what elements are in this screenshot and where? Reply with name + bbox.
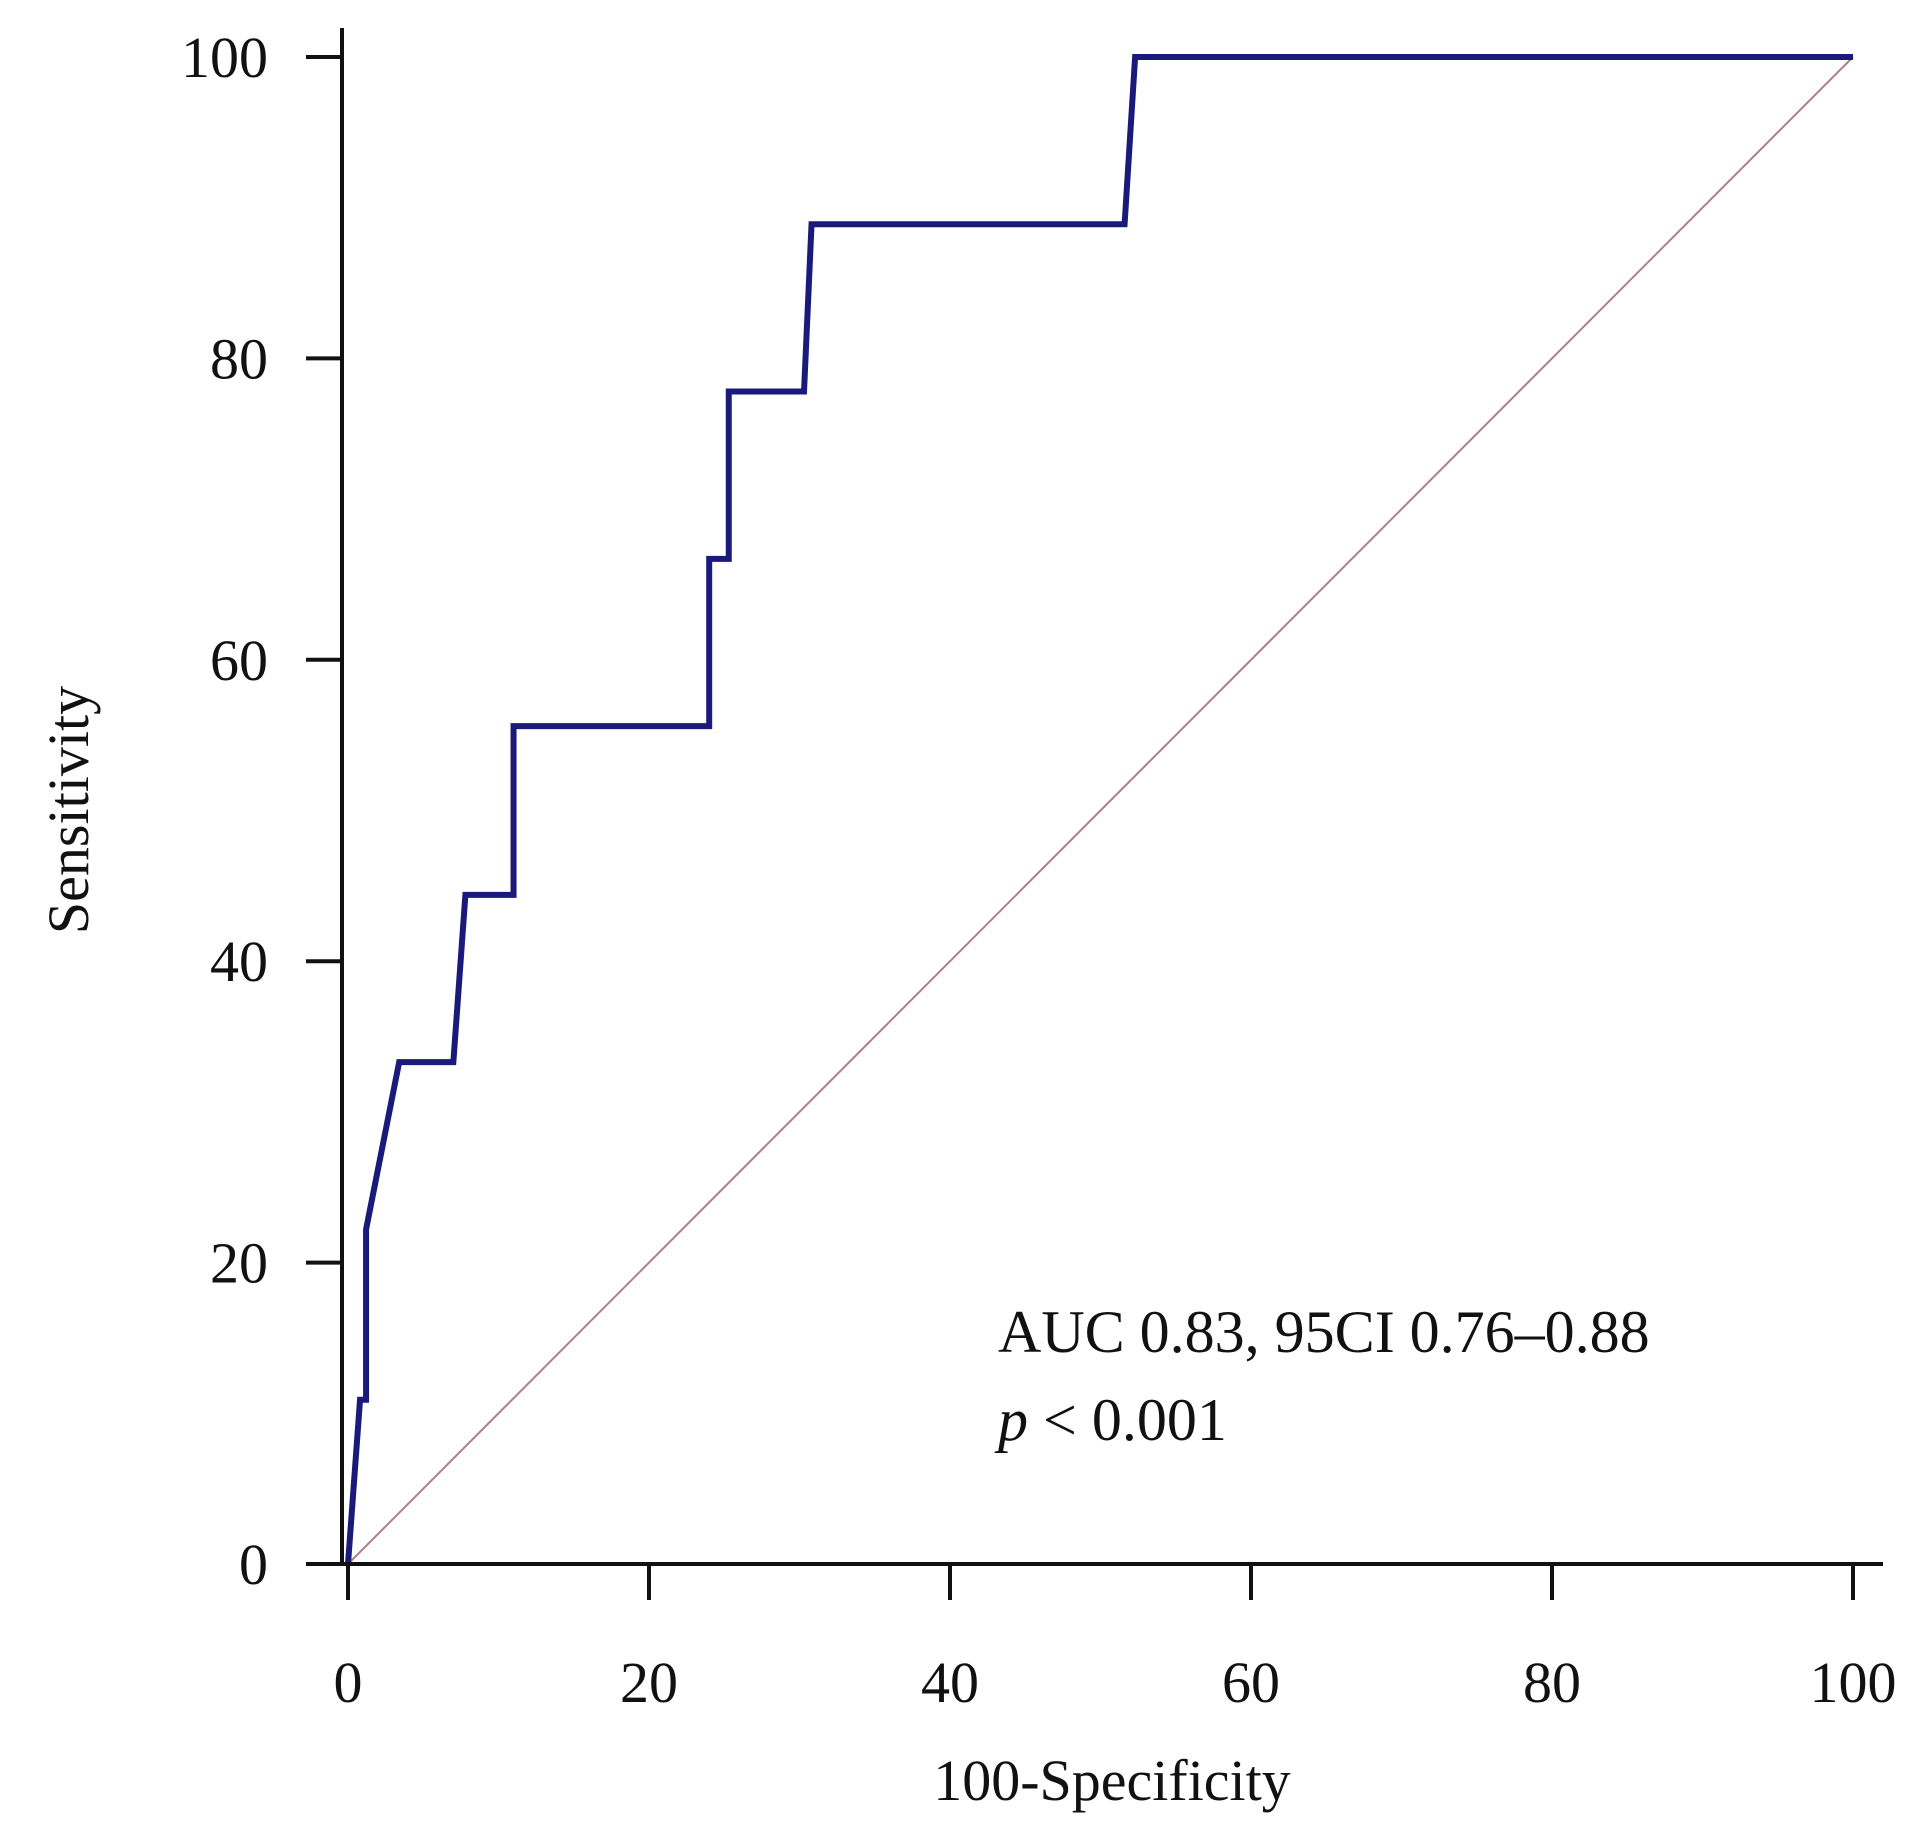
x-tick-label: 100 (1810, 1650, 1897, 1715)
axes-layer (340, 28, 1883, 1566)
x-tick-label: 40 (921, 1650, 979, 1715)
x-tick-label: 60 (1222, 1650, 1280, 1715)
y-tick-label: 80 (210, 326, 268, 391)
x-axis-title: 100-Specificity (933, 1748, 1291, 1813)
roc-curve-line (345, 54, 1853, 1565)
y-tick-label: 100 (181, 25, 268, 90)
y-tick-label: 60 (210, 628, 268, 693)
x-tick-label: 80 (1523, 1650, 1581, 1715)
y-tick-label: 40 (210, 929, 268, 994)
reference-diagonal-line (347, 56, 1854, 1565)
x-tick-label: 20 (620, 1650, 678, 1715)
roc-curve-layer (345, 54, 1853, 1565)
p-value-annotation: p < 0.001 (994, 1387, 1227, 1453)
x-tick-label: 0 (334, 1650, 363, 1715)
reference-line-layer (347, 56, 1854, 1565)
y-ticks: 0 20 40 60 80 100 (181, 25, 342, 1597)
y-axis-title: Sensitivity (36, 686, 101, 934)
p-symbol: p (994, 1387, 1028, 1453)
p-value-text: < 0.001 (1028, 1387, 1227, 1453)
y-tick-label: 0 (239, 1532, 268, 1597)
auc-annotation: AUC 0.83, 95CI 0.76–0.88 (998, 1299, 1650, 1365)
x-ticks: 0 20 40 60 80 100 (334, 1564, 1897, 1715)
y-tick-label: 20 (210, 1231, 268, 1296)
